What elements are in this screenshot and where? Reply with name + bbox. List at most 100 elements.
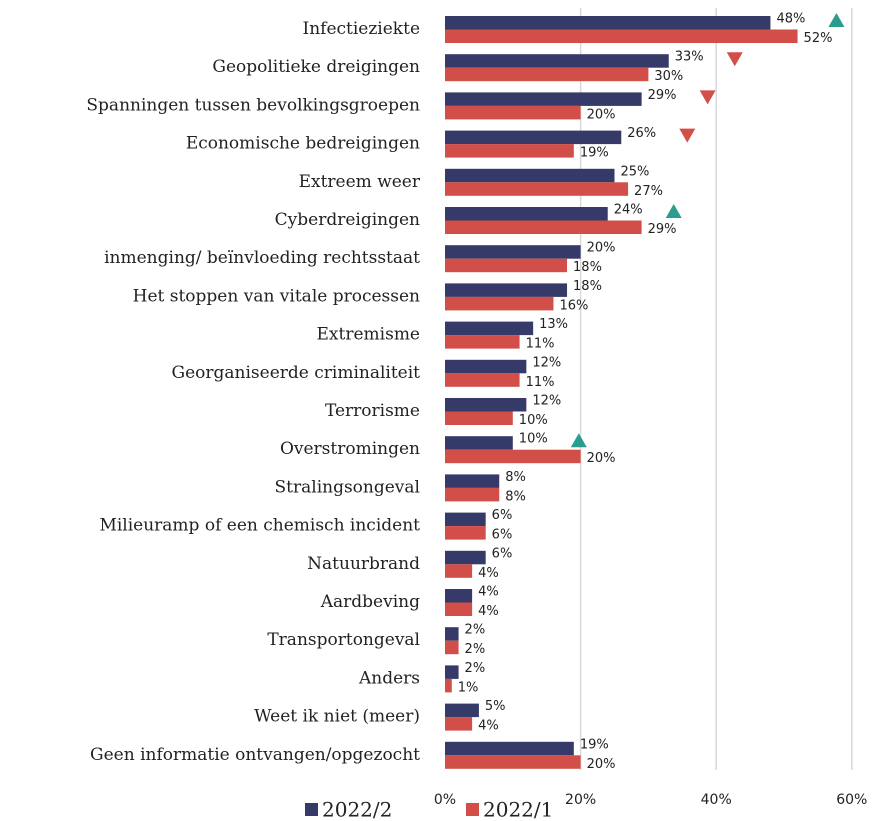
bar (445, 550, 486, 565)
bar (445, 398, 527, 412)
value-label: 33% (675, 50, 704, 65)
value-label: 26% (627, 126, 656, 141)
value-label: 10% (519, 413, 548, 428)
value-label: 13% (539, 317, 568, 332)
bar (445, 678, 452, 693)
value-label: 19% (580, 146, 609, 161)
bar (445, 602, 473, 616)
category-label: Geen informatie ontvangen/opgezocht (90, 745, 420, 765)
value-label: 20% (587, 107, 616, 122)
value-label: 29% (648, 222, 677, 237)
x-tick-label: 40% (701, 792, 732, 808)
value-label: 20% (587, 757, 616, 772)
significance-marker (570, 433, 587, 448)
bar (445, 526, 486, 540)
legend-swatch (466, 803, 479, 816)
bar (445, 182, 629, 196)
value-label: 19% (580, 737, 609, 752)
value-label: 1% (458, 680, 479, 695)
bar (445, 245, 581, 259)
category-label: Cyberdreigingen (275, 210, 420, 230)
bar (445, 373, 520, 387)
bar (445, 436, 513, 450)
bar (445, 105, 581, 120)
category-label: Milieuramp of een chemisch incident (99, 516, 420, 536)
category-label: inmenging/ beïnvloeding rechtsstaat (104, 248, 420, 268)
legend-label: 2022/2 (322, 798, 392, 821)
value-label: 6% (492, 528, 513, 543)
bar (445, 207, 608, 221)
bar (445, 741, 574, 756)
value-label: 6% (492, 508, 513, 523)
value-label: 4% (478, 719, 499, 734)
value-label: 12% (532, 355, 561, 370)
category-label: Natuurbrand (307, 554, 420, 574)
significance-marker (679, 128, 696, 143)
value-label: 2% (465, 661, 486, 676)
bar (445, 16, 771, 30)
bar (445, 717, 473, 731)
legend-swatch (305, 803, 318, 816)
value-label: 5% (485, 699, 506, 714)
significance-marker (726, 52, 743, 67)
bar (445, 411, 513, 425)
value-label: 11% (526, 375, 555, 390)
x-tick-label: 60% (836, 792, 867, 808)
bar (445, 130, 622, 145)
bar (445, 564, 473, 578)
value-label: 24% (614, 203, 643, 218)
value-label: 48% (776, 12, 805, 27)
value-label: 27% (634, 184, 663, 199)
bar (445, 512, 486, 527)
bar (445, 67, 649, 82)
value-label: 29% (648, 88, 677, 103)
bar (445, 321, 534, 336)
legend-label: 2022/1 (483, 798, 553, 821)
bar (445, 29, 798, 43)
bar (445, 449, 581, 464)
value-label: 30% (654, 69, 683, 84)
significance-marker (699, 90, 716, 105)
bar (445, 755, 581, 769)
bar (445, 92, 642, 106)
category-label: Stralingsongeval (275, 477, 420, 497)
category-label: Extreem weer (299, 172, 421, 192)
category-label: Terrorisme (325, 401, 420, 421)
value-label: 18% (573, 279, 602, 294)
bar (445, 258, 568, 273)
bar (445, 474, 500, 488)
category-label: Infectieziekte (302, 19, 420, 39)
category-label: Transportongeval (267, 630, 420, 650)
bar (445, 335, 520, 349)
value-label: 8% (505, 470, 526, 485)
bar (445, 627, 459, 641)
x-tick-label: 0% (434, 792, 456, 808)
value-label: 4% (478, 604, 499, 619)
bar (445, 168, 615, 183)
bar (445, 283, 568, 297)
category-label: Economische bedreigingen (186, 134, 420, 154)
bar (445, 589, 473, 603)
bar (445, 703, 479, 718)
category-label: Aardbeving (320, 592, 420, 612)
bar (445, 487, 500, 502)
bar (445, 144, 574, 158)
category-label: Overstromingen (280, 439, 420, 459)
category-label: Weet ik niet (meer) (254, 707, 420, 727)
category-label: Het stoppen van vitale processen (133, 286, 420, 306)
significance-marker (828, 13, 845, 27)
category-label: Geopolitieke dreigingen (212, 57, 420, 77)
bar (445, 640, 459, 655)
value-label: 18% (573, 260, 602, 275)
bar (445, 220, 642, 234)
value-label: 12% (532, 394, 561, 409)
significance-marker (665, 204, 682, 218)
value-label: 4% (478, 566, 499, 581)
category-label: Spanningen tussen bevolkingsgroepen (86, 95, 420, 115)
value-label: 16% (559, 298, 588, 313)
value-label: 10% (519, 432, 548, 447)
bar (445, 54, 669, 68)
category-label: Georganiseerde criminaliteit (172, 363, 421, 383)
value-label: 2% (465, 623, 486, 638)
